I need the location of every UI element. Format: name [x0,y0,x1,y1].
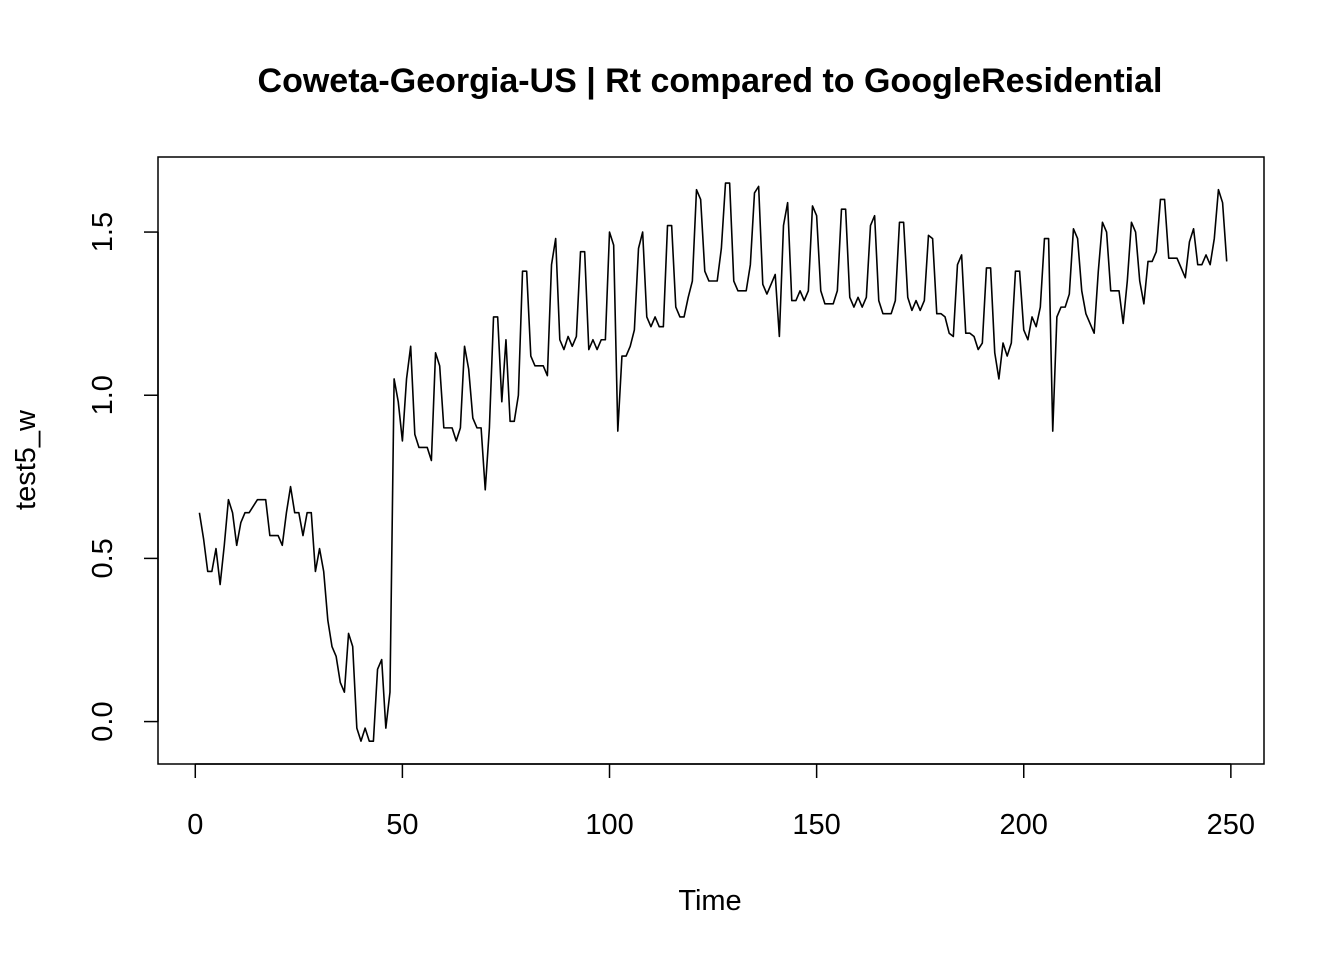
x-tick-label: 50 [386,809,418,841]
series-line [198,182,1228,742]
chart-title: Coweta-Georgia-US | Rt compared to Googl… [258,62,1163,100]
y-axis: 0.0 0.5 1.0 1.5 [87,212,159,742]
y-axis-label: test5_w [10,409,42,510]
x-tick-label: 200 [1000,809,1048,841]
x-tick-label: 150 [792,809,840,841]
x-tick-label: 0 [187,809,203,841]
x-axis-label: Time [678,885,741,917]
plot-frame [157,156,1265,765]
y-tick-label: 1.5 [87,212,119,252]
y-tick-label: 0.0 [87,701,119,741]
y-tick-label: 0.5 [87,538,119,578]
x-tick-label: 100 [585,809,633,841]
x-tick-label: 250 [1207,809,1255,841]
x-axis: 0 50 100 150 200 250 [187,763,1255,841]
y-tick-label: 1.0 [87,375,119,415]
